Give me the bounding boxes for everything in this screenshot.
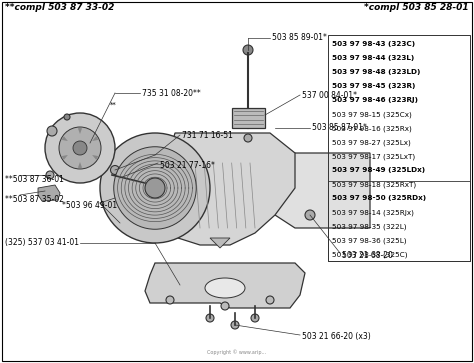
- Wedge shape: [78, 162, 82, 168]
- Circle shape: [100, 133, 210, 243]
- Bar: [328, 35, 470, 261]
- Wedge shape: [62, 155, 68, 160]
- Circle shape: [73, 141, 87, 155]
- Text: 503 21 68-20: 503 21 68-20: [342, 250, 393, 260]
- Circle shape: [206, 314, 214, 322]
- Text: *compl 503 85 28-01: *compl 503 85 28-01: [365, 4, 469, 12]
- Circle shape: [45, 113, 115, 183]
- Text: 503 21 77-16*: 503 21 77-16*: [160, 160, 215, 170]
- Circle shape: [114, 147, 196, 229]
- Ellipse shape: [205, 278, 245, 298]
- Text: *503 96 49-01: *503 96 49-01: [62, 201, 117, 211]
- Text: 503 97 98-16 (325Rx): 503 97 98-16 (325Rx): [332, 125, 412, 131]
- Circle shape: [110, 166, 119, 175]
- Text: 503 21 66-20 (x3): 503 21 66-20 (x3): [302, 331, 371, 340]
- Text: 503 97 98-27 (325Lx): 503 97 98-27 (325Lx): [332, 139, 411, 146]
- Text: **: **: [110, 102, 117, 108]
- Text: 503 97 98-44 (323L): 503 97 98-44 (323L): [332, 55, 414, 61]
- Wedge shape: [62, 136, 68, 141]
- Circle shape: [305, 210, 315, 220]
- Circle shape: [64, 114, 70, 120]
- Circle shape: [145, 178, 165, 198]
- Text: 503 97 98-50 (325RDx): 503 97 98-50 (325RDx): [332, 195, 426, 201]
- Text: 503 97 98-45 (323R): 503 97 98-45 (323R): [332, 83, 415, 89]
- Circle shape: [266, 296, 274, 304]
- Wedge shape: [92, 136, 98, 141]
- Circle shape: [46, 171, 54, 179]
- Text: 503 97 98-37 (325C): 503 97 98-37 (325C): [332, 251, 408, 257]
- Text: **503 87 35-02: **503 87 35-02: [5, 196, 64, 204]
- Polygon shape: [162, 133, 295, 245]
- Text: 503 97 98-17 (325LxT): 503 97 98-17 (325LxT): [332, 153, 415, 159]
- Text: 503 97 98-43 (323C): 503 97 98-43 (323C): [332, 41, 415, 47]
- Circle shape: [244, 134, 252, 142]
- Polygon shape: [38, 185, 60, 201]
- Circle shape: [251, 314, 259, 322]
- Text: 503 97 98-46 (323RJ): 503 97 98-46 (323RJ): [332, 97, 418, 103]
- Circle shape: [47, 126, 57, 136]
- Text: 537 00 84-01*: 537 00 84-01*: [302, 90, 357, 99]
- Text: **503 87 36-01: **503 87 36-01: [5, 175, 64, 184]
- Circle shape: [221, 302, 229, 310]
- Circle shape: [231, 321, 239, 329]
- Text: 503 97 98-15 (325Cx): 503 97 98-15 (325Cx): [332, 111, 412, 118]
- Wedge shape: [92, 155, 98, 160]
- Text: 503 85 87-01*: 503 85 87-01*: [312, 123, 367, 132]
- Text: 503 97 98-49 (325LDx): 503 97 98-49 (325LDx): [332, 167, 425, 173]
- Text: 503 97 98-18 (325RxT): 503 97 98-18 (325RxT): [332, 181, 416, 188]
- Polygon shape: [210, 238, 230, 248]
- Polygon shape: [255, 153, 370, 228]
- Text: ARI PA...: ARI PA...: [217, 163, 257, 173]
- Text: 735 31 08-20**: 735 31 08-20**: [142, 89, 201, 98]
- Text: **compl 503 87 33-02: **compl 503 87 33-02: [5, 4, 114, 12]
- Text: 503 97 98-48 (323LD): 503 97 98-48 (323LD): [332, 69, 420, 75]
- Circle shape: [166, 296, 174, 304]
- Polygon shape: [232, 108, 265, 128]
- Text: 503 97 98-35 (322L): 503 97 98-35 (322L): [332, 223, 407, 229]
- Text: (325) 537 03 41-01: (325) 537 03 41-01: [5, 238, 79, 248]
- Text: 731 71 16-51: 731 71 16-51: [182, 131, 233, 139]
- Text: 503 97 98-14 (325RJx): 503 97 98-14 (325RJx): [332, 209, 414, 216]
- Circle shape: [243, 45, 253, 55]
- Wedge shape: [78, 128, 82, 134]
- Text: 503 85 89-01*: 503 85 89-01*: [272, 33, 327, 42]
- Circle shape: [59, 127, 101, 169]
- Bar: [328, 181, 470, 261]
- Text: 503 97 98-36 (325L): 503 97 98-36 (325L): [332, 237, 407, 244]
- Polygon shape: [145, 263, 305, 308]
- Text: Copyright © www.arip...: Copyright © www.arip...: [208, 349, 266, 355]
